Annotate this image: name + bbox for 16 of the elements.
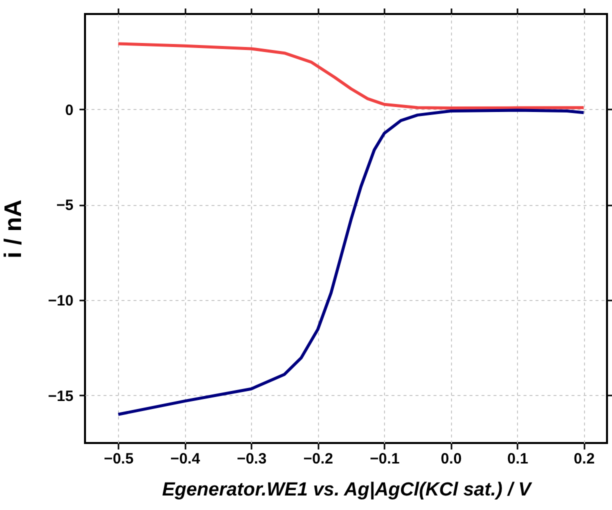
x-tick-label: 0.0 (440, 450, 462, 468)
x-tick-label: −0.5 (104, 450, 134, 468)
y-tick-label: −5 (56, 197, 74, 214)
line-series (116, 42, 586, 110)
x-axis-title: Egenerator.WE1 vs. Ag|AgCl(KCl sat.) / V (162, 480, 532, 500)
x-tick-label: 0.2 (574, 450, 595, 468)
x-tick-label: −0.1 (370, 450, 400, 468)
y-tick-label: −15 (48, 388, 74, 405)
y-tick-label: 0 (65, 102, 74, 119)
x-tick-label: −0.4 (170, 450, 201, 468)
x-tick-label: −0.3 (236, 450, 267, 468)
y-tick-label: −10 (48, 292, 74, 310)
x-tick-label: −0.2 (303, 450, 334, 468)
y-axis-title: i / nA (0, 200, 28, 258)
x-tick-label: 0.1 (507, 450, 528, 468)
line-series (116, 108, 586, 416)
